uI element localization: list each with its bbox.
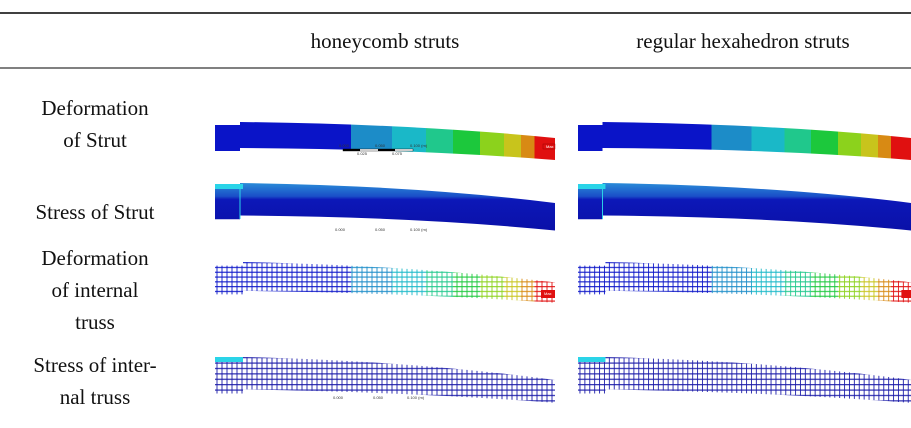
row-label: Stress of Strut xyxy=(35,200,154,224)
deformation-strut-image: Max 0.000 0.050 0.100 (m) 0.025 0.075 xyxy=(215,122,555,160)
row-label: of internal xyxy=(52,278,139,302)
stress-strut-image: 0.000 0.050 0.100 (m) xyxy=(215,183,555,232)
deformation-strut-image xyxy=(578,122,911,160)
scale-label: 0.050 xyxy=(375,143,386,148)
row-label: Stress of inter- xyxy=(33,353,156,377)
max-tag: Max xyxy=(546,144,554,149)
max-tag: Max xyxy=(544,291,552,296)
deformation-truss-image xyxy=(578,262,911,303)
scale-label: 0.050 xyxy=(373,395,384,400)
scale-label: 0.100 (m) xyxy=(410,143,428,148)
row-label: of Strut xyxy=(63,128,127,152)
deformation-truss-image: Max xyxy=(215,262,555,303)
table-figure: honeycomb struts regular hexahedron stru… xyxy=(0,0,911,428)
scale-label: 0.000 xyxy=(335,227,346,232)
scale-label: 0.100 (m) xyxy=(407,395,425,400)
column-header: honeycomb struts xyxy=(311,29,460,53)
column-header: regular hexahedron struts xyxy=(636,29,849,53)
stress-truss-image: 0.000 0.050 0.100 (m) xyxy=(215,357,555,403)
stress-truss-image xyxy=(578,357,911,403)
scale-label: 0.100 (m) xyxy=(410,227,428,232)
scale-label: 0.000 xyxy=(339,143,350,148)
scale-label: 0.075 xyxy=(392,151,403,156)
row-label: nal truss xyxy=(60,385,131,409)
row-label: Deformation xyxy=(41,96,149,120)
scale-label: 0.000 xyxy=(333,395,344,400)
scale-label: 0.025 xyxy=(357,151,368,156)
row-label: truss xyxy=(75,310,115,334)
stress-strut-image xyxy=(578,183,911,231)
row-label: Deformation xyxy=(41,246,149,270)
scale-label: 0.050 xyxy=(375,227,386,232)
